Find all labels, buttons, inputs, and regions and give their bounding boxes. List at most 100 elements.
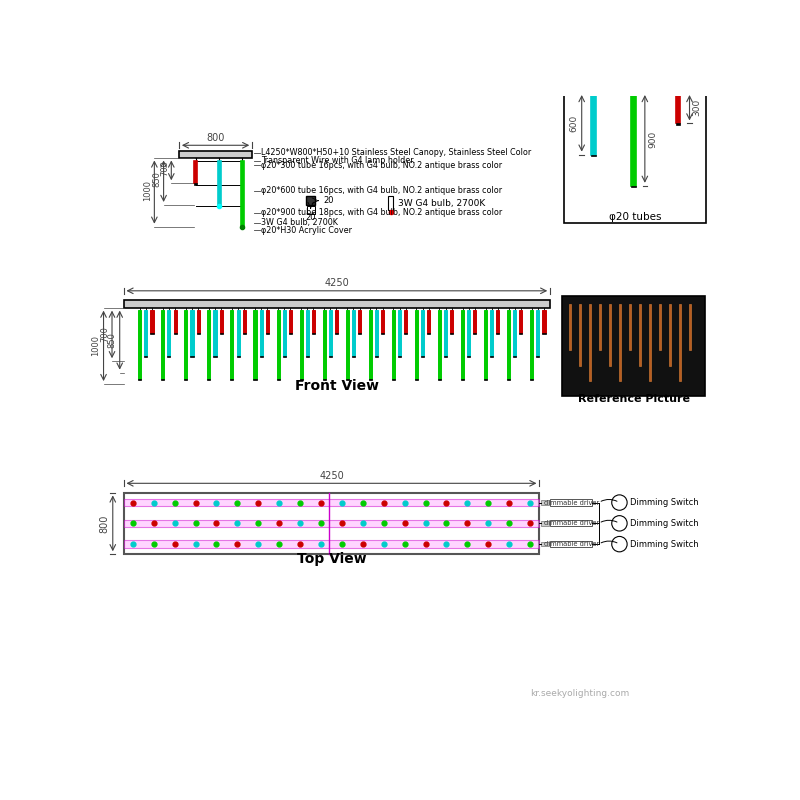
Text: φ20*600 tube 16pcs, with G4 bulb, NO.2 antique brass color: φ20*600 tube 16pcs, with G4 bulb, NO.2 a… [262,186,502,195]
Bar [346,310,349,378]
Bar [398,356,401,358]
Bar [629,304,631,350]
Bar [631,92,636,186]
Bar [619,304,622,381]
Text: 850: 850 [152,171,162,187]
Bar [450,310,454,333]
Bar [438,378,441,380]
Bar [277,378,279,380]
Text: 600: 600 [570,114,578,132]
Bar [450,333,454,334]
Bar [484,310,487,378]
Bar [329,310,332,356]
Text: 1000: 1000 [91,335,101,356]
Bar [676,92,680,123]
Bar [375,310,378,356]
Bar [335,310,338,333]
Bar [369,310,372,378]
Bar [207,310,210,378]
Bar [197,333,200,334]
Bar [639,304,642,366]
Bar [562,296,705,396]
Text: 20: 20 [306,213,316,222]
Text: Top View: Top View [297,552,366,566]
Bar [144,310,147,356]
Bar [214,356,217,358]
Bar [207,378,210,380]
Text: dimmable driver: dimmable driver [544,541,599,547]
Bar [536,356,539,358]
Text: Reference Picture: Reference Picture [578,394,690,405]
Bar [162,310,164,378]
Bar [649,304,651,381]
Bar [358,310,361,333]
Bar [329,356,332,358]
Text: φ20 tubes: φ20 tubes [609,212,662,222]
Bar [490,356,494,358]
Bar [150,310,154,333]
Bar [569,304,571,350]
Bar [306,310,309,356]
Bar [591,92,595,154]
Text: Dimming Switch: Dimming Switch [630,498,699,507]
Bar [230,378,234,380]
Bar [220,333,222,334]
Text: dimmable driver: dimmable driver [544,499,599,506]
Bar [260,310,262,356]
Text: 3W G4 bulb, 2700K: 3W G4 bulb, 2700K [262,218,338,227]
Bar [306,356,309,358]
Bar [218,205,221,206]
Bar [150,333,154,334]
Bar [438,310,441,378]
Bar [277,310,279,378]
Bar [404,310,407,333]
Bar [123,540,539,548]
Bar [427,310,430,333]
Text: φ20*300 tube 16pcs, with G4 bulb, NO.2 antique brass color: φ20*300 tube 16pcs, with G4 bulb, NO.2 a… [262,161,502,170]
Text: dimmable driver: dimmable driver [544,520,599,526]
Bar [536,310,539,356]
Bar [237,310,240,356]
Bar [496,310,499,333]
Bar [404,333,407,334]
Text: 700: 700 [160,161,169,176]
Bar [230,310,234,378]
Bar [282,310,286,356]
Bar [167,356,170,358]
Bar [467,310,470,356]
Bar [591,154,595,156]
Bar [579,304,582,366]
Bar [421,310,424,356]
Text: φ20*H30 Acrylic Cover: φ20*H30 Acrylic Cover [262,226,352,235]
Bar [322,378,326,380]
Bar [184,378,187,380]
Bar [194,183,198,185]
Circle shape [612,537,627,552]
Bar [179,151,252,158]
Bar [306,196,315,206]
Circle shape [612,516,627,531]
Text: 4250: 4250 [325,278,350,289]
Bar [144,356,147,358]
Bar [346,378,349,380]
Bar [381,310,384,333]
Bar [490,310,494,356]
Bar [289,310,292,333]
Text: kr.seekyolighting.com: kr.seekyolighting.com [530,689,629,698]
Bar [123,498,539,506]
Text: 3W G4 bulb, 2700K: 3W G4 bulb, 2700K [398,198,486,207]
Bar [174,310,177,333]
Bar [312,333,315,334]
Bar [496,333,499,334]
Bar [415,310,418,378]
Text: Dimming Switch: Dimming Switch [630,540,699,549]
Bar [352,356,355,358]
Bar [299,378,302,380]
Bar [589,304,591,381]
Bar [507,310,510,378]
Text: 900: 900 [648,130,657,147]
Bar [519,333,522,334]
Bar [514,356,516,358]
Bar [427,333,430,334]
Bar [352,310,355,356]
